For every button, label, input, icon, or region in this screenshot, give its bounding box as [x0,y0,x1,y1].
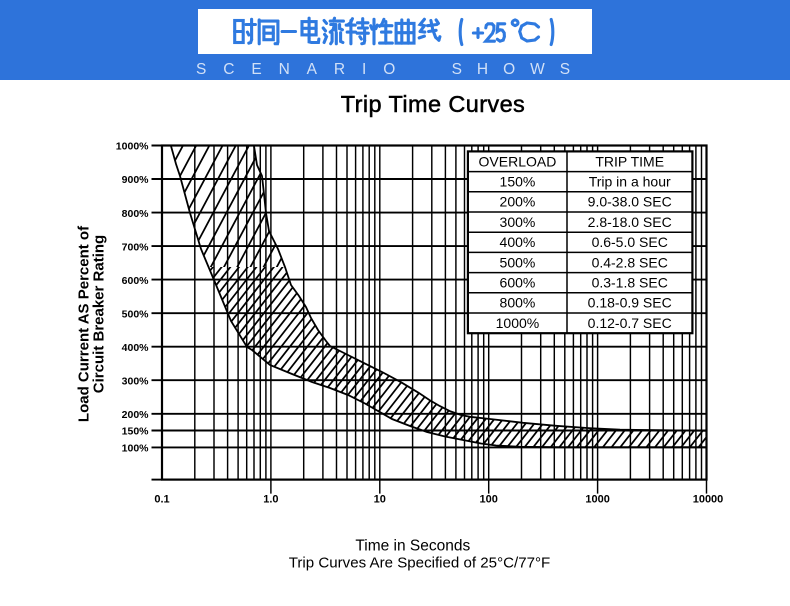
svg-text:900%: 900% [122,174,150,186]
svg-text:700%: 700% [122,241,150,253]
svg-text:400%: 400% [122,342,150,354]
svg-text:10: 10 [374,494,386,506]
svg-text:9.0-38.0 SEC: 9.0-38.0 SEC [588,194,672,210]
svg-text:Load Current AS Percent of: Load Current AS Percent of [75,225,92,422]
svg-text:0.18-0.9 SEC: 0.18-0.9 SEC [588,295,672,311]
svg-text:0.3-1.8 SEC: 0.3-1.8 SEC [592,275,668,291]
svg-text:200%: 200% [122,409,150,421]
svg-text:1000%: 1000% [496,315,540,331]
svg-text:1000: 1000 [585,494,609,506]
svg-text:150%: 150% [500,174,536,190]
svg-text:0.1: 0.1 [154,494,169,506]
svg-text:800%: 800% [500,295,536,311]
svg-text:Time in Seconds: Time in Seconds [355,538,470,555]
svg-text:OVERLOAD: OVERLOAD [479,153,557,169]
svg-text:Trip Curves Are Specified of 2: Trip Curves Are Specified of 25°C/77°F [289,554,551,571]
svg-text:Circuit Breaker Rating: Circuit Breaker Rating [91,235,108,393]
svg-text:800%: 800% [122,208,150,220]
svg-text:600%: 600% [122,275,150,287]
svg-text:2.8-18.0 SEC: 2.8-18.0 SEC [588,214,672,230]
svg-text:Trip in a hour: Trip in a hour [589,174,671,190]
svg-text:300%: 300% [500,214,536,230]
svg-text:200%: 200% [500,194,536,210]
svg-text:0.4-2.8 SEC: 0.4-2.8 SEC [592,254,668,270]
svg-text:150%: 150% [122,426,150,438]
svg-text:TRIP TIME: TRIP TIME [595,153,664,169]
svg-text:100: 100 [480,494,498,506]
svg-text:500%: 500% [122,308,150,320]
svg-text:400%: 400% [500,234,536,250]
svg-text:1.0: 1.0 [263,494,278,506]
svg-text:0.12-0.7 SEC: 0.12-0.7 SEC [588,315,672,331]
svg-text:600%: 600% [500,275,536,291]
svg-text:0.6-5.0 SEC: 0.6-5.0 SEC [592,234,668,250]
svg-text:100%: 100% [122,443,150,455]
svg-text:1000%: 1000% [116,141,149,153]
svg-text:300%: 300% [122,375,150,387]
svg-text:500%: 500% [500,254,536,270]
svg-text:10000: 10000 [693,494,724,506]
